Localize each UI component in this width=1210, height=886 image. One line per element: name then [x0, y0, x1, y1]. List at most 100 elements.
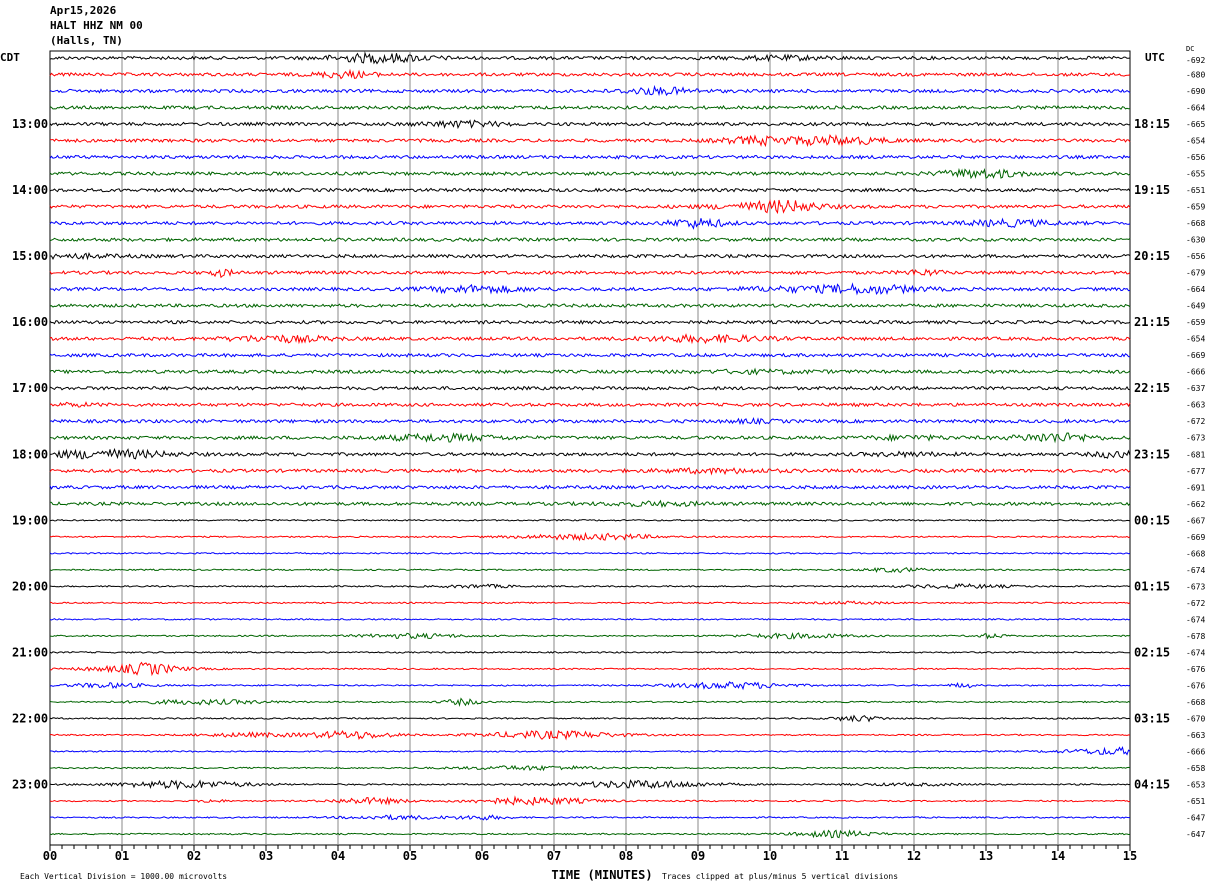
- seismic-trace: [49, 567, 1131, 574]
- seismic-trace: [49, 385, 1131, 391]
- dc-offset-label: -670: [1186, 714, 1205, 723]
- seismic-trace: [49, 661, 1131, 677]
- seismic-trace: [49, 432, 1131, 444]
- seismic-trace: [49, 582, 1131, 590]
- dc-offset-label: -677: [1186, 467, 1205, 476]
- dc-offset-label: -692: [1186, 56, 1205, 65]
- clip-note: Traces clipped at plus/minus 5 vertical …: [662, 872, 898, 881]
- right-hour-label: 23:15: [1134, 447, 1170, 461]
- dc-offset-label: -672: [1186, 417, 1205, 426]
- x-tick-label: 08: [619, 849, 633, 863]
- seismic-trace: [50, 764, 1131, 772]
- dc-offset-label: -679: [1186, 269, 1205, 278]
- seismic-trace: [49, 484, 1131, 490]
- seismic-trace: [49, 68, 1131, 80]
- seismic-trace: [49, 416, 1131, 426]
- seismic-trace: [49, 401, 1131, 408]
- dc-offset-label: -691: [1186, 483, 1205, 492]
- left-hour-label: 17:00: [12, 381, 48, 395]
- plot-frame: [49, 50, 1131, 846]
- seismic-trace: [49, 631, 1131, 640]
- dc-offset-label: -655: [1186, 170, 1205, 179]
- dc-offset-label: -674: [1186, 648, 1205, 657]
- dc-offset-label: -654: [1186, 335, 1205, 344]
- dc-offset-label: -674: [1186, 615, 1205, 624]
- seismic-trace: [49, 499, 1131, 509]
- seismic-trace: [49, 618, 1131, 621]
- dc-offset-label: -676: [1186, 665, 1205, 674]
- x-tick-label: 09: [691, 849, 705, 863]
- dc-offset-label: -647: [1186, 813, 1205, 822]
- seismic-trace: [49, 552, 1131, 555]
- dc-offset-label: -665: [1186, 120, 1205, 129]
- x-tick-label: 00: [43, 849, 57, 863]
- right-hour-label: 18:15: [1134, 117, 1170, 131]
- seismic-trace: [49, 303, 1131, 309]
- seismic-trace: [49, 518, 1131, 522]
- x-tick-label: 10: [763, 849, 777, 863]
- dc-offset-label: -668: [1186, 549, 1205, 558]
- station-code: HALT HHZ NM 00: [50, 19, 143, 32]
- dc-offset-label: -673: [1186, 582, 1205, 591]
- seismic-trace: [49, 199, 1131, 215]
- dc-offset-label: -690: [1186, 87, 1205, 96]
- dc-offset-label: -669: [1186, 533, 1205, 542]
- dc-offset-label: -659: [1186, 318, 1205, 327]
- seismic-trace: [49, 154, 1131, 160]
- seismic-trace: [49, 795, 1131, 807]
- right-hour-label: 20:15: [1134, 249, 1170, 263]
- seismic-trace: [50, 813, 1130, 821]
- dc-offset-label: -668: [1186, 698, 1205, 707]
- right-hour-label: 21:15: [1134, 315, 1170, 329]
- x-tick-label: 02: [187, 849, 201, 863]
- seismic-trace: [49, 779, 1131, 790]
- seismic-trace: [49, 84, 1131, 97]
- seismic-trace: [49, 119, 1131, 130]
- seismic-trace: [49, 282, 1131, 296]
- seismic-trace: [49, 745, 1131, 756]
- seismic-trace: [49, 467, 1131, 476]
- dc-offset-label: -666: [1186, 368, 1205, 377]
- dc-offset-label: -678: [1186, 632, 1205, 641]
- left-hour-label: 18:00: [12, 447, 48, 461]
- dc-offset-label: -676: [1186, 681, 1205, 690]
- dc-offset-label: -651: [1186, 797, 1205, 806]
- seismic-trace: [49, 447, 1131, 460]
- left-hour-label: 20:00: [12, 579, 48, 593]
- dc-offset-label: -637: [1186, 384, 1205, 393]
- dc-offset-label: -658: [1186, 764, 1205, 773]
- x-tick-label: 04: [331, 849, 345, 863]
- x-tick-label: 07: [547, 849, 561, 863]
- left-hour-label: 21:00: [12, 645, 48, 659]
- x-tick-label: 03: [259, 849, 273, 863]
- seismic-trace: [49, 236, 1131, 243]
- seismic-trace: [49, 681, 1131, 691]
- dc-offset-label: -653: [1186, 780, 1205, 789]
- left-timezone-label: CDT: [0, 51, 20, 64]
- seismic-trace: [49, 600, 1131, 605]
- dc-offset-label: -664: [1186, 104, 1205, 113]
- right-hour-label: 03:15: [1134, 711, 1170, 725]
- seismic-trace: [49, 714, 1131, 723]
- right-hour-label: 22:15: [1134, 381, 1170, 395]
- seismic-trace: [49, 187, 1131, 193]
- x-tick-label: 13: [979, 849, 993, 863]
- x-axis-label: TIME (MINUTES): [551, 868, 652, 882]
- seismic-trace: [49, 829, 1131, 839]
- x-tick-label: 06: [475, 849, 489, 863]
- dc-offset-label: -656: [1186, 252, 1205, 261]
- dc-offset-label: -664: [1186, 285, 1205, 294]
- seismic-trace: [49, 697, 1131, 707]
- seismic-trace: [49, 651, 1130, 654]
- seismic-trace: [49, 51, 1131, 65]
- left-hour-label: 15:00: [12, 249, 48, 263]
- dc-offset-label: -663: [1186, 731, 1205, 740]
- dc-offset-label: -680: [1186, 71, 1205, 80]
- seismic-trace: [49, 729, 1131, 741]
- seismic-trace: [49, 268, 1131, 279]
- right-hour-label: 01:15: [1134, 579, 1170, 593]
- dc-offset-label: -673: [1186, 434, 1205, 443]
- right-timezone-label: UTC: [1145, 51, 1165, 64]
- dc-offset-label: -672: [1186, 599, 1205, 608]
- x-tick-label: 15: [1123, 849, 1137, 863]
